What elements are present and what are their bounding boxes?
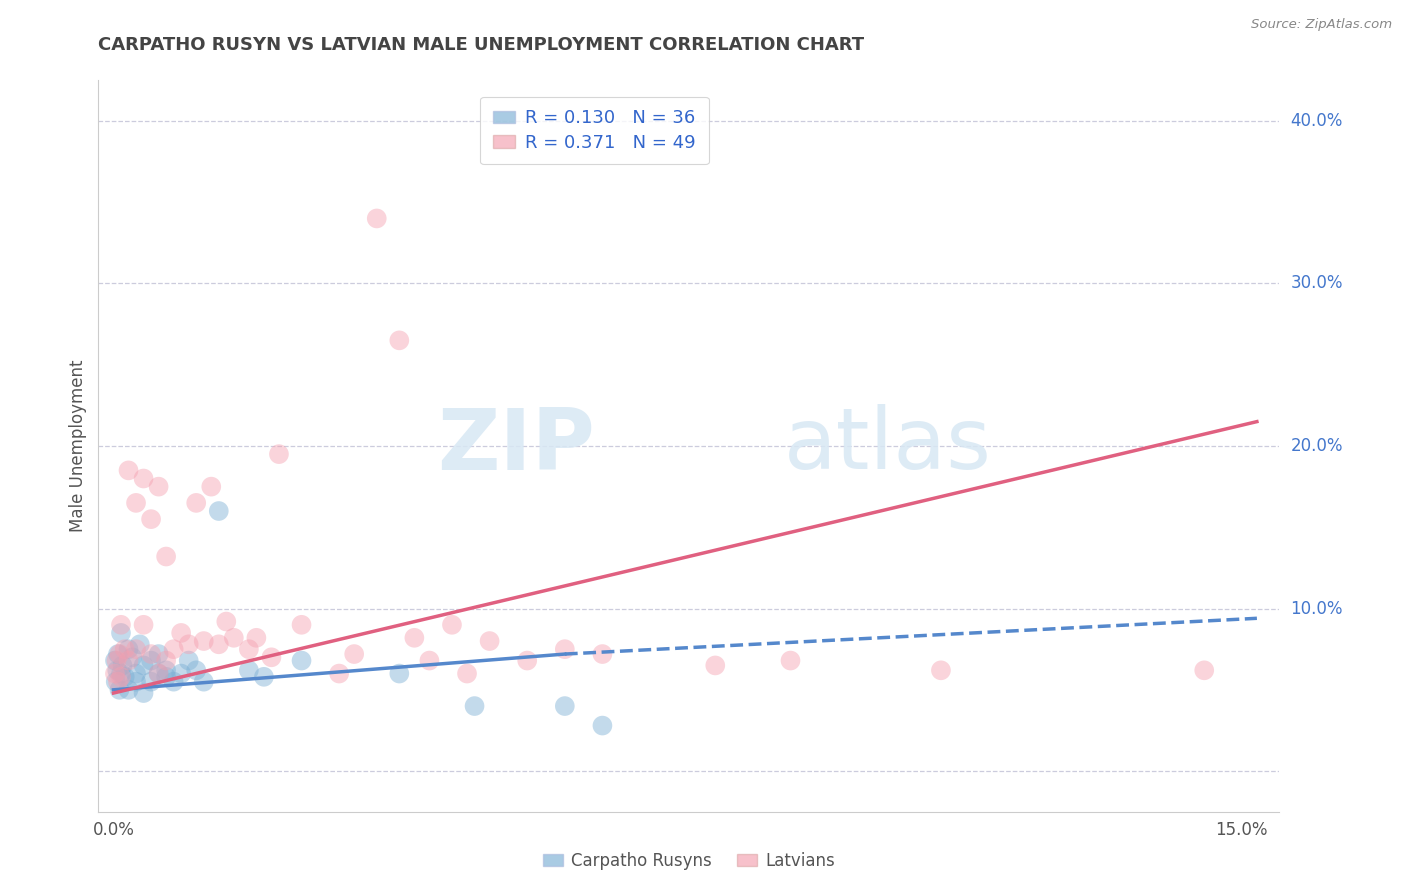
Point [464,699,486,714]
Point [215,615,238,629]
Point [117,642,139,657]
Point [554,699,576,714]
Point [105,654,128,668]
Point [238,663,260,677]
Point [117,463,139,477]
Point [110,617,132,632]
Point [193,634,215,648]
Point [139,654,162,668]
Point [186,496,208,510]
Point [200,480,222,494]
Point [132,617,155,632]
Point [121,650,143,665]
Point [139,674,162,689]
Point [155,549,177,564]
Point [1192,663,1215,677]
Point [110,670,132,684]
Point [779,654,801,668]
Point [107,674,129,689]
Point [148,647,170,661]
Point [388,334,411,348]
Point [245,631,267,645]
Point [222,631,245,645]
Point [404,631,426,645]
Point [128,637,150,651]
Point [108,647,131,661]
Point [125,674,148,689]
Point [591,718,613,732]
Point [104,654,127,668]
Point [108,682,131,697]
Point [105,663,128,677]
Point [114,642,136,657]
Point [107,647,129,661]
Point [591,647,613,661]
Point [110,626,132,640]
Text: CARPATHO RUSYN VS LATVIAN MALE UNEMPLOYMENT CORRELATION CHART: CARPATHO RUSYN VS LATVIAN MALE UNEMPLOYM… [98,36,865,54]
Point [170,626,193,640]
Point [177,637,200,651]
Point [208,637,231,651]
Point [267,447,290,461]
Point [366,211,388,226]
Point [343,647,366,661]
Point [148,666,170,681]
Point [125,642,148,657]
Point [117,654,139,668]
Text: 20.0%: 20.0% [1291,437,1343,455]
Legend: Carpatho Rusyns, Latvians: Carpatho Rusyns, Latvians [536,846,842,877]
Point [478,634,501,648]
Point [132,658,155,673]
Point [704,658,727,673]
Point [125,666,148,681]
Point [388,666,411,681]
Point [139,647,162,661]
Point [111,658,134,673]
Point [139,512,162,526]
Text: Source: ZipAtlas.com: Source: ZipAtlas.com [1251,18,1392,31]
Point [155,654,177,668]
Point [148,666,170,681]
Text: ZIP: ZIP [437,404,595,488]
Point [193,674,215,689]
Point [260,650,283,665]
Text: 10.0%: 10.0% [1291,599,1343,617]
Point [418,654,440,668]
Point [132,686,155,700]
Point [170,666,193,681]
Point [290,617,312,632]
Point [253,670,276,684]
Point [328,666,350,681]
Point [148,480,170,494]
Point [290,654,312,668]
Text: 30.0%: 30.0% [1291,275,1343,293]
Point [208,504,231,518]
Point [114,670,136,684]
Text: atlas: atlas [783,404,991,488]
Y-axis label: Male Unemployment: Male Unemployment [69,359,87,533]
Point [554,642,576,657]
Point [155,663,177,677]
Point [456,666,478,681]
Point [177,654,200,668]
Text: 40.0%: 40.0% [1291,112,1343,130]
Point [163,674,186,689]
Point [104,666,127,681]
Point [238,642,260,657]
Point [132,471,155,485]
Point [125,496,148,510]
Point [440,617,463,632]
Point [155,670,177,684]
Point [110,666,132,681]
Point [929,663,952,677]
Point [186,663,208,677]
Point [516,654,538,668]
Point [163,642,186,657]
Point [117,682,139,697]
Point [104,674,127,689]
